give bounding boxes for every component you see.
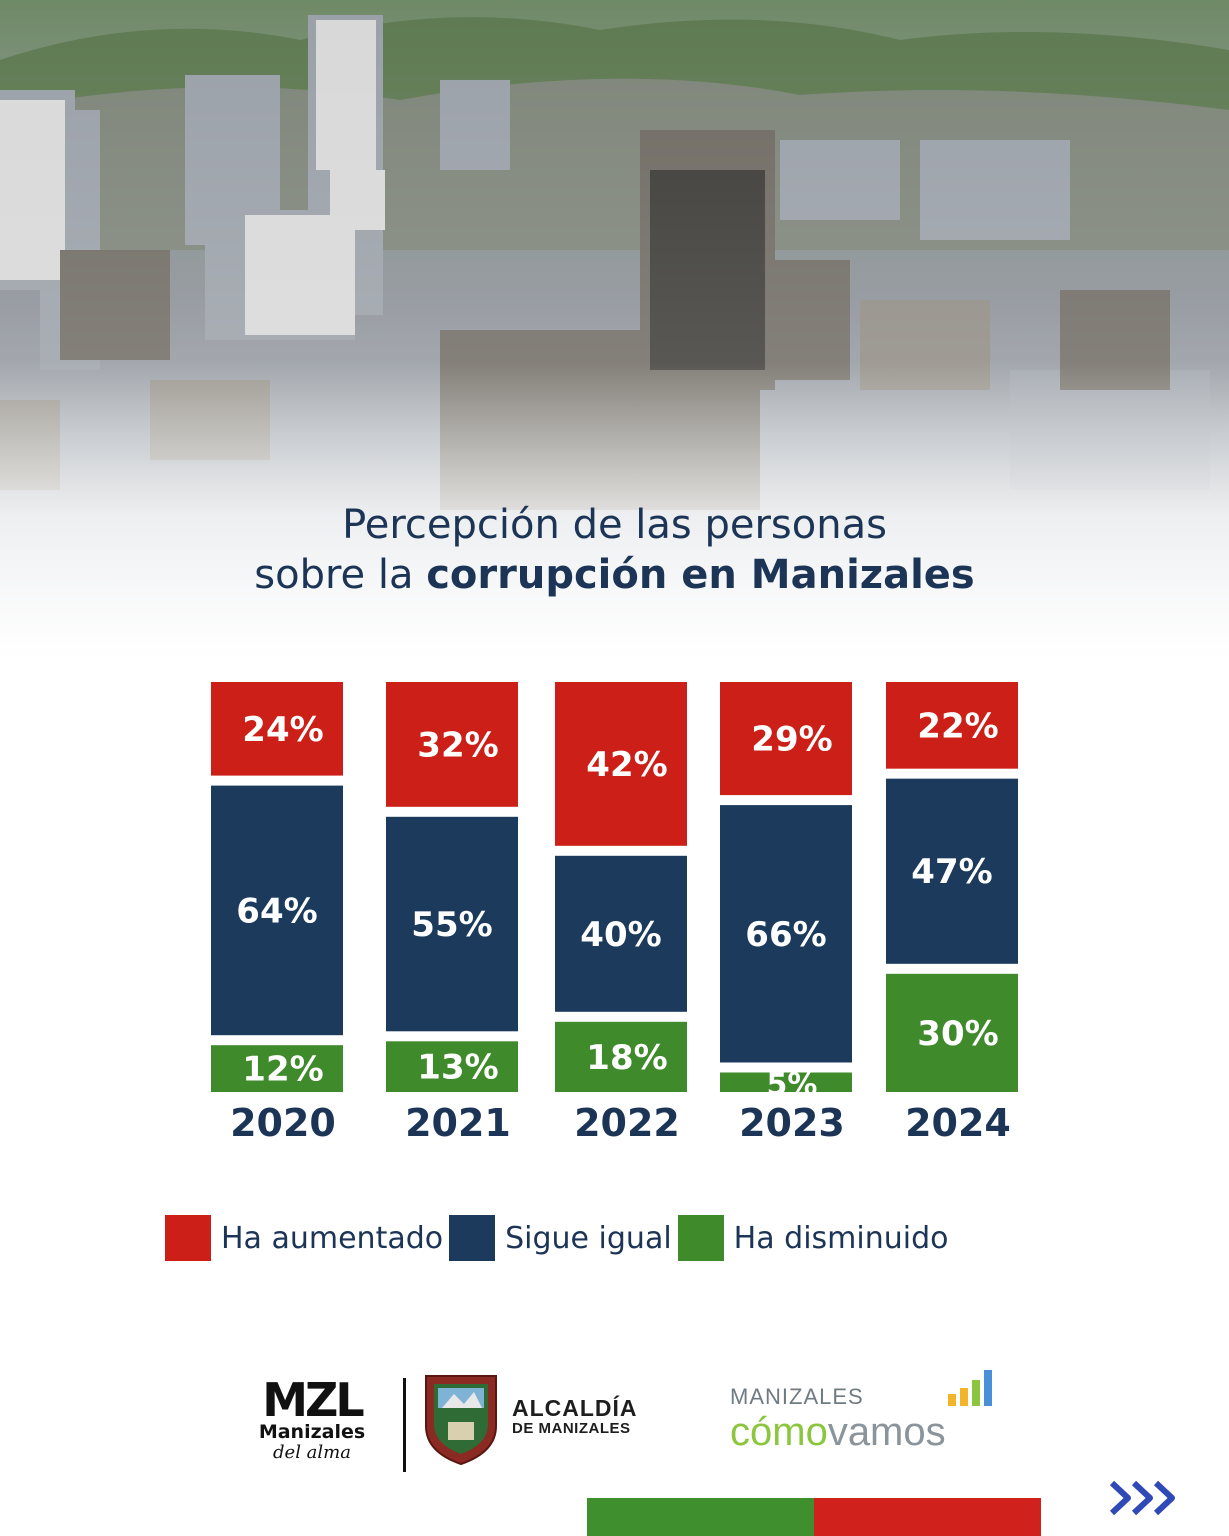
stacked-bar-chart: 24% 64% 12% 2020 32% 55% 13% 2021 42% 40% 18% 2022 2…	[0, 660, 1229, 1160]
city-photo	[0, 0, 1229, 660]
city-photo-illustration	[0, 0, 1229, 660]
legend-label-aumentado: Ha aumentado	[221, 1220, 444, 1256]
mzl-line-1: Manizales	[258, 1421, 366, 1443]
alcaldia-line-1: ALCALDÍA	[512, 1395, 638, 1421]
bar-2020-seg-1	[211, 785, 343, 1036]
comovamos-word-grey: vamos	[827, 1410, 946, 1454]
bar-2024-seg-2	[886, 973, 1018, 1092]
strip-green	[587, 1498, 814, 1536]
legend-label-disminuido: Ha disminuido	[733, 1220, 949, 1256]
alcaldia-line-2: DE MANIZALES	[512, 1420, 631, 1437]
comovamos-line-2: cómovamos	[730, 1410, 946, 1454]
x-tick-label-2023: 2023	[739, 1101, 845, 1145]
bar-2021-seg-1	[386, 816, 518, 1032]
title-line-2: sobre la corrupción en Manizales	[254, 552, 974, 598]
chart-svg: 24% 64% 12% 2020 32% 55% 13% 2021 42% 40% 18% 2022 2…	[211, 682, 1018, 1145]
bar-2022-seg-2	[555, 1021, 687, 1092]
legend-swatch-disminuido	[677, 1215, 724, 1261]
data-label-2020-2: 12%	[242, 1050, 323, 1090]
data-label-2023-0: 29%	[751, 720, 832, 760]
logo-divider	[403, 1378, 406, 1472]
legend-item-igual: Sigue igual	[449, 1215, 672, 1261]
next-arrows-icon[interactable]	[1108, 1477, 1188, 1519]
title-line-2-regular: sobre la	[254, 552, 427, 598]
data-label-2022-2: 18%	[586, 1038, 667, 1078]
data-label-2022-0: 42%	[586, 745, 667, 785]
data-label-2022-1: 40%	[580, 915, 661, 955]
x-tick-label-2021: 2021	[405, 1101, 511, 1145]
data-label-2024-0: 22%	[917, 706, 998, 746]
bar-2021-seg-0	[386, 682, 518, 807]
legend-item-aumentado: Ha aumentado	[165, 1215, 443, 1261]
data-label-2021-0: 32%	[417, 725, 498, 765]
bar-2022-seg-1	[555, 855, 687, 1012]
footer-color-strip	[587, 1498, 1041, 1536]
data-label-2020-0: 24%	[242, 710, 323, 750]
bar-2020-seg-0	[211, 682, 343, 776]
comovamos-line-1: MANIZALES	[730, 1384, 864, 1409]
data-label-2023-1: 66%	[745, 915, 826, 955]
alcaldia-wordmark: ALCALDÍA DE MANIZALES	[512, 1396, 638, 1438]
bar-2020-seg-2	[211, 1045, 343, 1092]
footer-logos: MZL Manizales del alma ALCALDÍA DE MANIZ…	[0, 1360, 1229, 1480]
bar-2021-seg-2	[386, 1041, 518, 1092]
mzl-mark: MZL	[262, 1373, 364, 1427]
bar-chart-icon	[948, 1370, 992, 1406]
legend-item-disminuido: Ha disminuido	[677, 1215, 949, 1261]
data-label-2023-2: 5%	[767, 1067, 818, 1102]
legend-swatch-igual	[449, 1215, 496, 1261]
title-line-1: Percepción de las personas	[342, 502, 887, 548]
x-tick-label-2020: 2020	[230, 1101, 336, 1145]
mzl-logo: MZL Manizales del alma	[232, 1373, 392, 1464]
bar-2023-seg-2	[720, 1072, 852, 1092]
title-line-2-bold: corrupción en Manizales	[426, 552, 975, 598]
alcaldia-shield-icon	[425, 1375, 497, 1466]
bar-2024-seg-0	[886, 682, 1018, 769]
bar-2022-seg-0	[555, 682, 687, 846]
legend-label-igual: Sigue igual	[505, 1220, 672, 1256]
bar-2024-seg-1	[886, 778, 1018, 964]
bar-2023-seg-0	[720, 682, 852, 796]
data-label-2021-1: 55%	[411, 905, 492, 945]
data-label-2024-1: 47%	[911, 852, 992, 892]
bar-2023-seg-1	[720, 805, 852, 1063]
x-tick-label-2022: 2022	[574, 1101, 680, 1145]
x-tick-label-2024: 2024	[905, 1101, 1011, 1145]
page-title: Percepción de las personas sobre la corr…	[0, 500, 1229, 600]
data-label-2021-2: 13%	[417, 1048, 498, 1088]
comovamos-logo: MANIZALES cómovamos	[730, 1384, 946, 1454]
legend-swatch-aumentado	[165, 1215, 211, 1261]
data-label-2020-1: 64%	[236, 891, 317, 931]
mzl-line-2: del alma	[273, 1442, 351, 1463]
data-label-2024-2: 30%	[917, 1014, 998, 1054]
chart-legend: Ha aumentado Sigue igual Ha disminuido	[165, 1214, 954, 1262]
comovamos-word-green: cómo	[730, 1410, 828, 1454]
strip-red	[814, 1498, 1041, 1536]
